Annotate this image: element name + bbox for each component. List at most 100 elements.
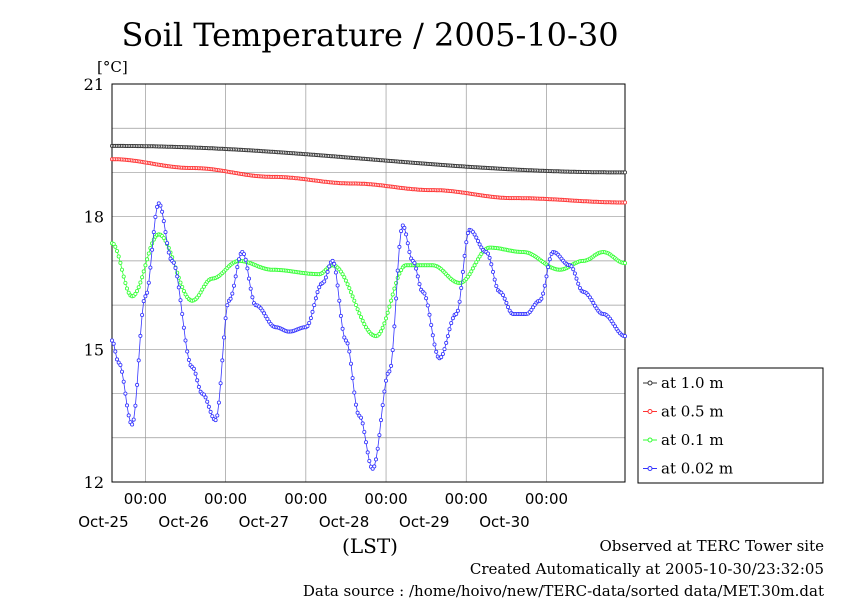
chart-title: Soil Temperature / 2005-10-30 xyxy=(121,16,618,54)
data-point xyxy=(113,349,118,354)
data-point xyxy=(338,313,343,318)
footer-source: Data source : /home/hoivo/new/TERC-data/… xyxy=(302,582,824,600)
data-point xyxy=(574,276,579,281)
data-point xyxy=(365,450,370,455)
x-tick-date: Oct-25 xyxy=(78,513,128,531)
data-point xyxy=(490,269,495,274)
data-point xyxy=(360,421,365,426)
data-point xyxy=(367,458,372,463)
data-point xyxy=(547,257,552,262)
data-point xyxy=(215,413,220,418)
data-point xyxy=(623,334,628,339)
data-point xyxy=(382,321,387,326)
data-point xyxy=(539,296,544,301)
data-point xyxy=(203,395,208,400)
data-point xyxy=(315,290,320,295)
data-point xyxy=(125,286,130,291)
data-point xyxy=(235,265,240,270)
data-point xyxy=(118,260,123,265)
data-point xyxy=(201,284,206,289)
data-point xyxy=(158,203,163,208)
data-point xyxy=(231,283,236,288)
data-point xyxy=(347,349,352,354)
data-point xyxy=(455,308,460,313)
x-tick-time: 00:00 xyxy=(445,490,488,508)
data-point xyxy=(178,280,183,285)
plot-frame xyxy=(111,83,626,483)
data-point xyxy=(195,378,200,383)
data-point xyxy=(569,264,574,269)
data-point xyxy=(472,232,477,237)
data-point xyxy=(363,440,368,445)
legend-swatch-marker xyxy=(647,466,653,471)
x-tick-date: Oct-28 xyxy=(319,513,369,531)
data-point xyxy=(166,250,171,255)
data-point xyxy=(352,298,357,303)
data-point xyxy=(494,283,499,288)
data-point xyxy=(485,251,490,256)
data-point xyxy=(399,229,404,234)
data-point xyxy=(210,414,215,419)
data-point xyxy=(429,322,434,327)
data-point xyxy=(201,392,206,397)
data-point xyxy=(475,238,480,243)
data-point xyxy=(385,310,390,315)
data-point xyxy=(145,290,150,295)
data-point xyxy=(143,294,148,299)
data-point xyxy=(220,358,225,363)
data-point xyxy=(262,311,267,316)
data-point xyxy=(310,309,315,314)
data-point xyxy=(245,266,250,271)
data-point xyxy=(143,263,148,268)
data-point xyxy=(248,286,253,291)
data-point xyxy=(442,347,447,352)
data-point xyxy=(218,381,223,386)
data-point xyxy=(462,253,467,258)
data-point xyxy=(185,349,190,354)
data-point xyxy=(623,200,628,205)
data-point xyxy=(151,230,156,235)
data-point xyxy=(183,292,188,297)
data-point xyxy=(161,235,166,240)
data-point xyxy=(160,209,165,214)
data-point xyxy=(323,275,328,280)
data-point xyxy=(330,258,335,263)
legend-label: at 1.0 m xyxy=(661,374,724,392)
data-point xyxy=(589,297,594,302)
data-point xyxy=(500,293,505,298)
legend-box xyxy=(637,367,824,484)
data-point xyxy=(417,282,422,287)
series-layer xyxy=(110,143,628,471)
data-point xyxy=(180,284,185,289)
x-tick-date: Oct-27 xyxy=(239,513,289,531)
data-point xyxy=(121,274,126,279)
data-point xyxy=(216,400,221,405)
data-point xyxy=(355,410,360,415)
series-2 xyxy=(110,232,628,339)
data-point xyxy=(544,274,549,279)
series-1 xyxy=(110,157,628,205)
data-point xyxy=(425,303,430,308)
data-point xyxy=(236,257,241,262)
series-line xyxy=(111,202,626,470)
data-point xyxy=(412,260,417,265)
data-point xyxy=(502,296,507,301)
data-point xyxy=(447,327,452,332)
data-point xyxy=(313,296,318,301)
x-axis-ticks: 00:00 Oct-25 00:00 Oct-26 00:00 Oct-27 00:00 Oc… xyxy=(78,490,568,531)
data-point xyxy=(541,291,546,296)
data-point xyxy=(146,280,151,285)
data-point xyxy=(305,324,310,329)
data-point xyxy=(450,316,455,321)
data-point xyxy=(126,413,131,418)
data-point xyxy=(505,305,510,310)
data-point xyxy=(474,260,479,265)
data-point xyxy=(467,272,472,277)
data-point xyxy=(322,279,327,284)
data-point xyxy=(472,263,477,268)
data-point xyxy=(372,464,377,469)
data-point xyxy=(307,320,312,325)
legend-swatch-marker xyxy=(647,409,653,414)
data-point xyxy=(591,300,596,305)
x-tick-time: 00:00 xyxy=(284,490,327,508)
